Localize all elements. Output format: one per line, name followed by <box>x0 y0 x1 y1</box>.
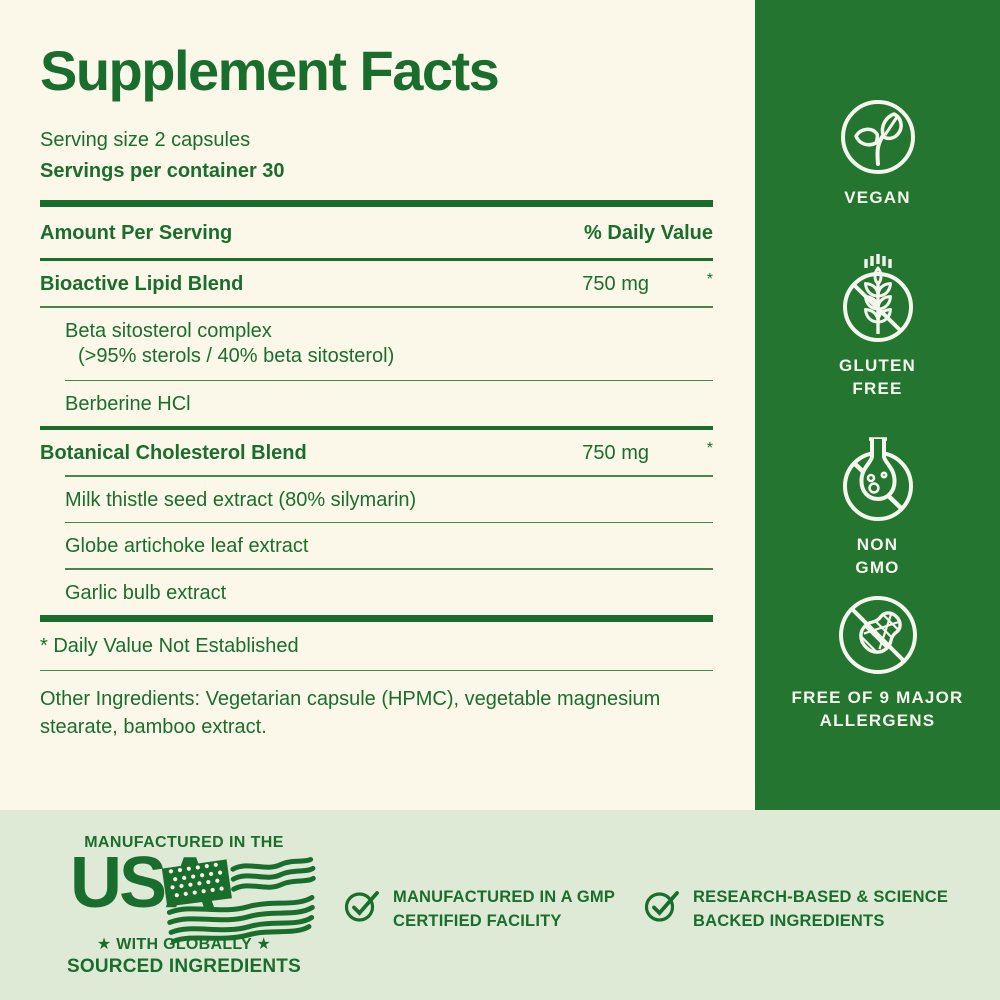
divider-thin <box>40 306 713 308</box>
badge-label: NON GMO <box>855 534 899 580</box>
badge-label-line: FREE OF 9 MAJOR <box>791 687 964 707</box>
ingredient-detail: (>95% sterols / 40% beta sitosterol) <box>78 344 395 367</box>
ingredient-daily-value: * <box>706 439 713 457</box>
badge-label-line: ALLERGENS <box>819 710 936 730</box>
table-row: Botanical Cholesterol Blend 750 mg * <box>40 430 713 475</box>
daily-value-footnote: * Daily Value Not Established <box>40 634 299 657</box>
gmp-claim: MANUFACTURED IN A GMP CERTIFIED FACILITY <box>344 886 615 934</box>
ingredient-amount: 750 mg <box>582 273 649 296</box>
usa-flag-row: USA <box>48 843 320 944</box>
check-circle-icon <box>644 891 679 922</box>
claim-line: BACKED INGREDIENTS <box>693 911 885 930</box>
ingredient-name: Garlic bulb extract <box>65 581 227 604</box>
ingredient-name: Milk thistle seed extract (80% silymarin… <box>65 488 417 511</box>
gluten-free-wheat-icon <box>842 253 913 342</box>
claim-line: CERTIFIED FACILITY <box>393 911 562 930</box>
table-row: Bioactive Lipid Blend 750 mg * <box>40 261 713 306</box>
non-gmo-flask-icon <box>842 437 913 521</box>
research-claim: RESEARCH-BASED & SCIENCE BACKED INGREDIEN… <box>644 886 948 934</box>
column-daily-value: % Daily Value <box>584 221 713 244</box>
table-row: Garlic bulb extract <box>40 570 713 615</box>
check-circle-icon <box>344 891 379 922</box>
usa-flag-icon <box>161 856 316 944</box>
badge-vegan: VEGAN <box>839 98 917 210</box>
claim-line: MANUFACTURED IN A GMP <box>393 888 616 906</box>
table-row: Beta sitosterol complex (>95% sterols / … <box>40 308 713 380</box>
badge-label: GLUTEN FREE <box>839 355 916 401</box>
badge-label-line: GMO <box>855 557 900 577</box>
page-title: Supplement Facts <box>40 39 500 102</box>
divider-thin <box>65 474 713 477</box>
badge-label: FREE OF 9 MAJOR ALLERGENS <box>792 687 964 733</box>
ingredient-name: Botanical Cholesterol Blend <box>40 441 307 464</box>
badge-non-gmo: NON GMO <box>839 433 917 580</box>
ingredient-amount: 750 mg <box>582 441 649 464</box>
usa-badge-bottom-text: SOURCED INGREDIENTS <box>67 956 301 977</box>
badge-label-line: FREE <box>852 378 903 398</box>
divider-medium <box>40 257 713 262</box>
vegan-sprout-icon <box>840 100 915 174</box>
research-claim-text: RESEARCH-BASED & SCIENCE BACKED INGREDIEN… <box>693 886 948 934</box>
divider-thin <box>40 669 713 672</box>
other-ingredients: Other Ingredients: Vegetarian capsule (H… <box>40 688 661 739</box>
table-row: Milk thistle seed extract (80% silymarin… <box>40 477 713 522</box>
divider-thin <box>65 379 713 382</box>
ingredient-name: Globe artichoke leaf extract <box>65 535 309 558</box>
divider-thin <box>65 521 713 524</box>
allergen-free-peanut-icon <box>838 595 917 674</box>
ingredient-name: Bioactive Lipid Blend <box>40 273 244 296</box>
gmp-claim-text: MANUFACTURED IN A GMP CERTIFIED FACILITY <box>393 886 615 934</box>
usa-badge-top-text: MANUFACTURED IN THE <box>84 834 284 851</box>
made-in-usa-badge: MANUFACTURED IN THE USA <box>48 834 320 978</box>
divider-thin <box>65 568 713 570</box>
table-header: Amount Per Serving % Daily Value <box>40 207 713 258</box>
table-row: Berberine HCl <box>40 381 713 426</box>
divider-thick <box>40 199 713 207</box>
badge-label-line: GLUTEN <box>838 355 917 375</box>
divider-medium <box>40 426 713 430</box>
certification-sidebar: VEGAN GLUTEN FREE <box>755 0 1000 810</box>
badge-label: VEGAN <box>844 188 911 207</box>
ingredient-name: Beta sitosterol complex <box>65 319 272 342</box>
supplement-facts-panel: Supplement Facts Serving size 2 capsules… <box>40 39 713 739</box>
ingredient-daily-value: * <box>706 271 713 289</box>
servings-per-container: Servings per container 30 <box>40 159 285 182</box>
claim-line: RESEARCH-BASED & SCIENCE <box>693 888 949 906</box>
footer-claims-strip: MANUFACTURED IN THE USA <box>0 810 1000 1000</box>
serving-size: Serving size 2 capsules <box>40 128 251 151</box>
table-row: Globe artichoke leaf extract <box>40 523 713 568</box>
badge-gluten-free: GLUTEN FREE <box>839 252 917 401</box>
badge-label-line: NON <box>856 534 899 554</box>
column-amount-per-serving: Amount Per Serving <box>40 221 233 244</box>
badge-allergen-free: FREE OF 9 MAJOR ALLERGENS <box>792 594 964 733</box>
divider-thick <box>40 614 713 622</box>
ingredient-name: Berberine HCl <box>65 393 191 416</box>
